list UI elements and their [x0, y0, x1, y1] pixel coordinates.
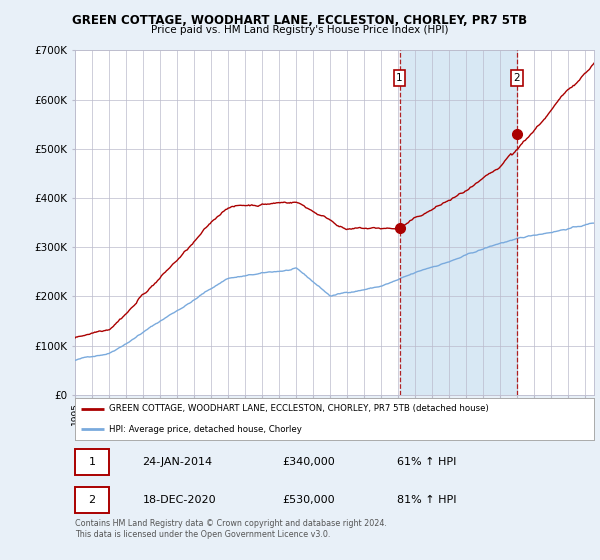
Text: HPI: Average price, detached house, Chorley: HPI: Average price, detached house, Chor… — [109, 424, 302, 433]
Text: 24-JAN-2014: 24-JAN-2014 — [142, 457, 212, 467]
Text: £530,000: £530,000 — [283, 494, 335, 505]
FancyBboxPatch shape — [75, 449, 109, 475]
Text: GREEN COTTAGE, WOODHART LANE, ECCLESTON, CHORLEY, PR7 5TB: GREEN COTTAGE, WOODHART LANE, ECCLESTON,… — [73, 14, 527, 27]
FancyBboxPatch shape — [75, 487, 109, 513]
Text: GREEN COTTAGE, WOODHART LANE, ECCLESTON, CHORLEY, PR7 5TB (detached house): GREEN COTTAGE, WOODHART LANE, ECCLESTON,… — [109, 404, 488, 413]
Text: 1: 1 — [396, 73, 403, 83]
Text: Price paid vs. HM Land Registry's House Price Index (HPI): Price paid vs. HM Land Registry's House … — [151, 25, 449, 35]
Text: 2: 2 — [88, 494, 95, 505]
Bar — [400, 50, 517, 395]
Text: 1: 1 — [88, 457, 95, 467]
Text: 81% ↑ HPI: 81% ↑ HPI — [397, 494, 456, 505]
Text: 61% ↑ HPI: 61% ↑ HPI — [397, 457, 456, 467]
Text: £340,000: £340,000 — [283, 457, 335, 467]
Text: 2: 2 — [514, 73, 520, 83]
Text: 18-DEC-2020: 18-DEC-2020 — [142, 494, 216, 505]
Text: Contains HM Land Registry data © Crown copyright and database right 2024.
This d: Contains HM Land Registry data © Crown c… — [75, 519, 387, 539]
